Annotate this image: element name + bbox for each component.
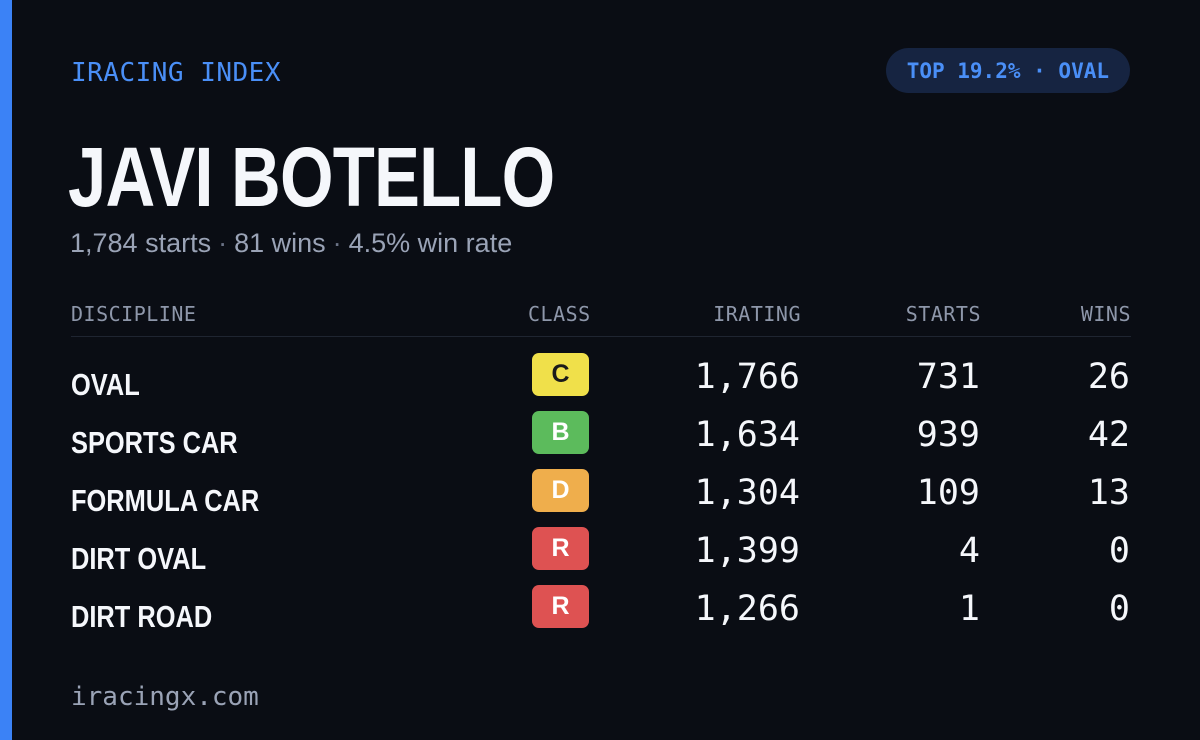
column-header-wins: WINS xyxy=(1080,302,1131,326)
driver-name: JAVI BOTELLO xyxy=(68,130,555,224)
rank-badge: TOP 19.2% · OVAL xyxy=(885,48,1130,93)
irating-value: 1,266 xyxy=(694,589,800,629)
win-rate: 4.5% win rate xyxy=(348,228,513,258)
discipline-name: FORMULA CAR xyxy=(71,483,260,518)
total-starts: 1,784 starts xyxy=(70,228,212,258)
column-header-starts: STARTS xyxy=(905,302,981,326)
brand-label: IRACING INDEX xyxy=(71,58,281,88)
discipline-name: DIRT OVAL xyxy=(71,541,207,576)
wins-value: 0 xyxy=(1108,589,1130,629)
table-body: OVAL C 1,766 731 26 SPORTS CAR B 1,634 9… xyxy=(71,337,1131,641)
table-row: DIRT ROAD R 1,266 1 0 xyxy=(71,583,1131,641)
wins-value: 26 xyxy=(1087,357,1130,397)
discipline-name: DIRT ROAD xyxy=(71,599,213,634)
irating-value: 1,766 xyxy=(694,357,800,397)
driver-summary: 1,784 starts · 81 wins · 4.5% win rate xyxy=(70,228,512,259)
wins-value: 13 xyxy=(1087,473,1130,513)
class-badge: C xyxy=(532,353,589,396)
irating-value: 1,304 xyxy=(694,473,800,513)
column-header-class: CLASS xyxy=(528,302,591,326)
site-link[interactable]: iracingx.com xyxy=(71,682,259,712)
table-row: FORMULA CAR D 1,304 109 13 xyxy=(71,467,1131,525)
separator: · xyxy=(218,228,228,258)
table-row: SPORTS CAR B 1,634 939 42 xyxy=(71,409,1131,467)
irating-value: 1,399 xyxy=(694,531,800,571)
table-row: OVAL C 1,766 731 26 xyxy=(71,351,1131,409)
discipline-name: OVAL xyxy=(71,367,140,402)
starts-value: 1 xyxy=(958,589,980,629)
starts-value: 939 xyxy=(916,415,980,455)
separator: · xyxy=(332,228,342,258)
discipline-name: SPORTS CAR xyxy=(71,425,238,460)
wins-value: 42 xyxy=(1087,415,1130,455)
table-row: DIRT OVAL R 1,399 4 0 xyxy=(71,525,1131,583)
class-badge: D xyxy=(532,469,589,512)
class-badge: R xyxy=(532,585,589,628)
column-header-discipline: DISCIPLINE xyxy=(71,302,197,326)
starts-value: 4 xyxy=(958,531,980,571)
starts-value: 109 xyxy=(916,473,980,513)
column-header-irating: IRATING xyxy=(713,302,801,326)
wins-value: 0 xyxy=(1108,531,1130,571)
irating-value: 1,634 xyxy=(694,415,800,455)
starts-value: 731 xyxy=(916,357,980,397)
class-badge: R xyxy=(532,527,589,570)
accent-bar xyxy=(0,0,12,740)
class-badge: B xyxy=(532,411,589,454)
total-wins: 81 wins xyxy=(234,228,326,258)
table-header: DISCIPLINE CLASS IRATING STARTS WINS xyxy=(71,296,1131,337)
discipline-table: DISCIPLINE CLASS IRATING STARTS WINS OVA… xyxy=(71,296,1131,641)
